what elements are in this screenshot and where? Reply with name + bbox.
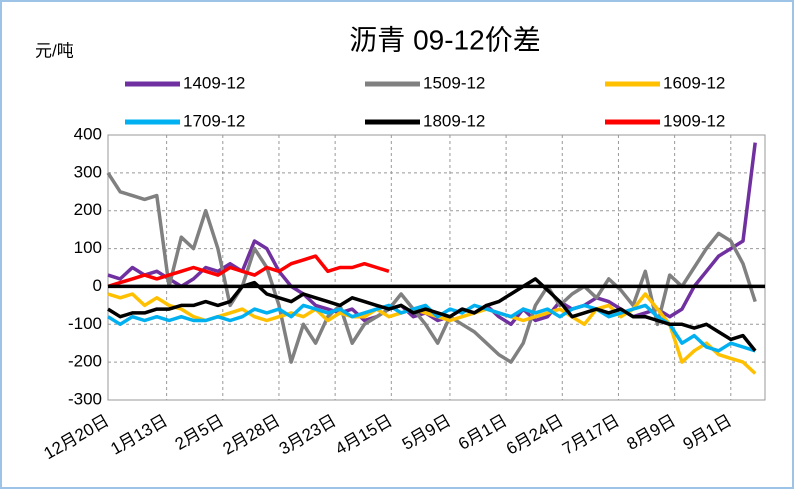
legend-label: 1409-12	[183, 73, 245, 92]
chart-title: 沥青 09-12价差	[349, 24, 540, 55]
legend-label: 1509-12	[423, 73, 485, 92]
legend-label: 1809-12	[423, 111, 485, 130]
series-line	[107, 254, 390, 289]
y-tick-label: 300	[74, 162, 102, 181]
y-tick-label: -200	[68, 352, 102, 371]
y-tick-label: 0	[93, 276, 102, 295]
legend-label: 1609-12	[663, 73, 725, 92]
y-tick-label: -300	[68, 389, 102, 408]
y-tick-label: -100	[68, 314, 102, 333]
series-line	[107, 142, 757, 327]
y-tick-label: 100	[74, 238, 102, 257]
plot-border	[107, 134, 766, 401]
y-tick-label: 200	[74, 200, 102, 219]
legend-label: 1909-12	[663, 111, 725, 130]
legend-label: 1709-12	[183, 111, 245, 130]
y-unit: 元/吨	[35, 41, 74, 60]
series-line	[107, 277, 757, 352]
series-line	[106, 171, 757, 364]
y-tick-label: 400	[74, 124, 102, 143]
